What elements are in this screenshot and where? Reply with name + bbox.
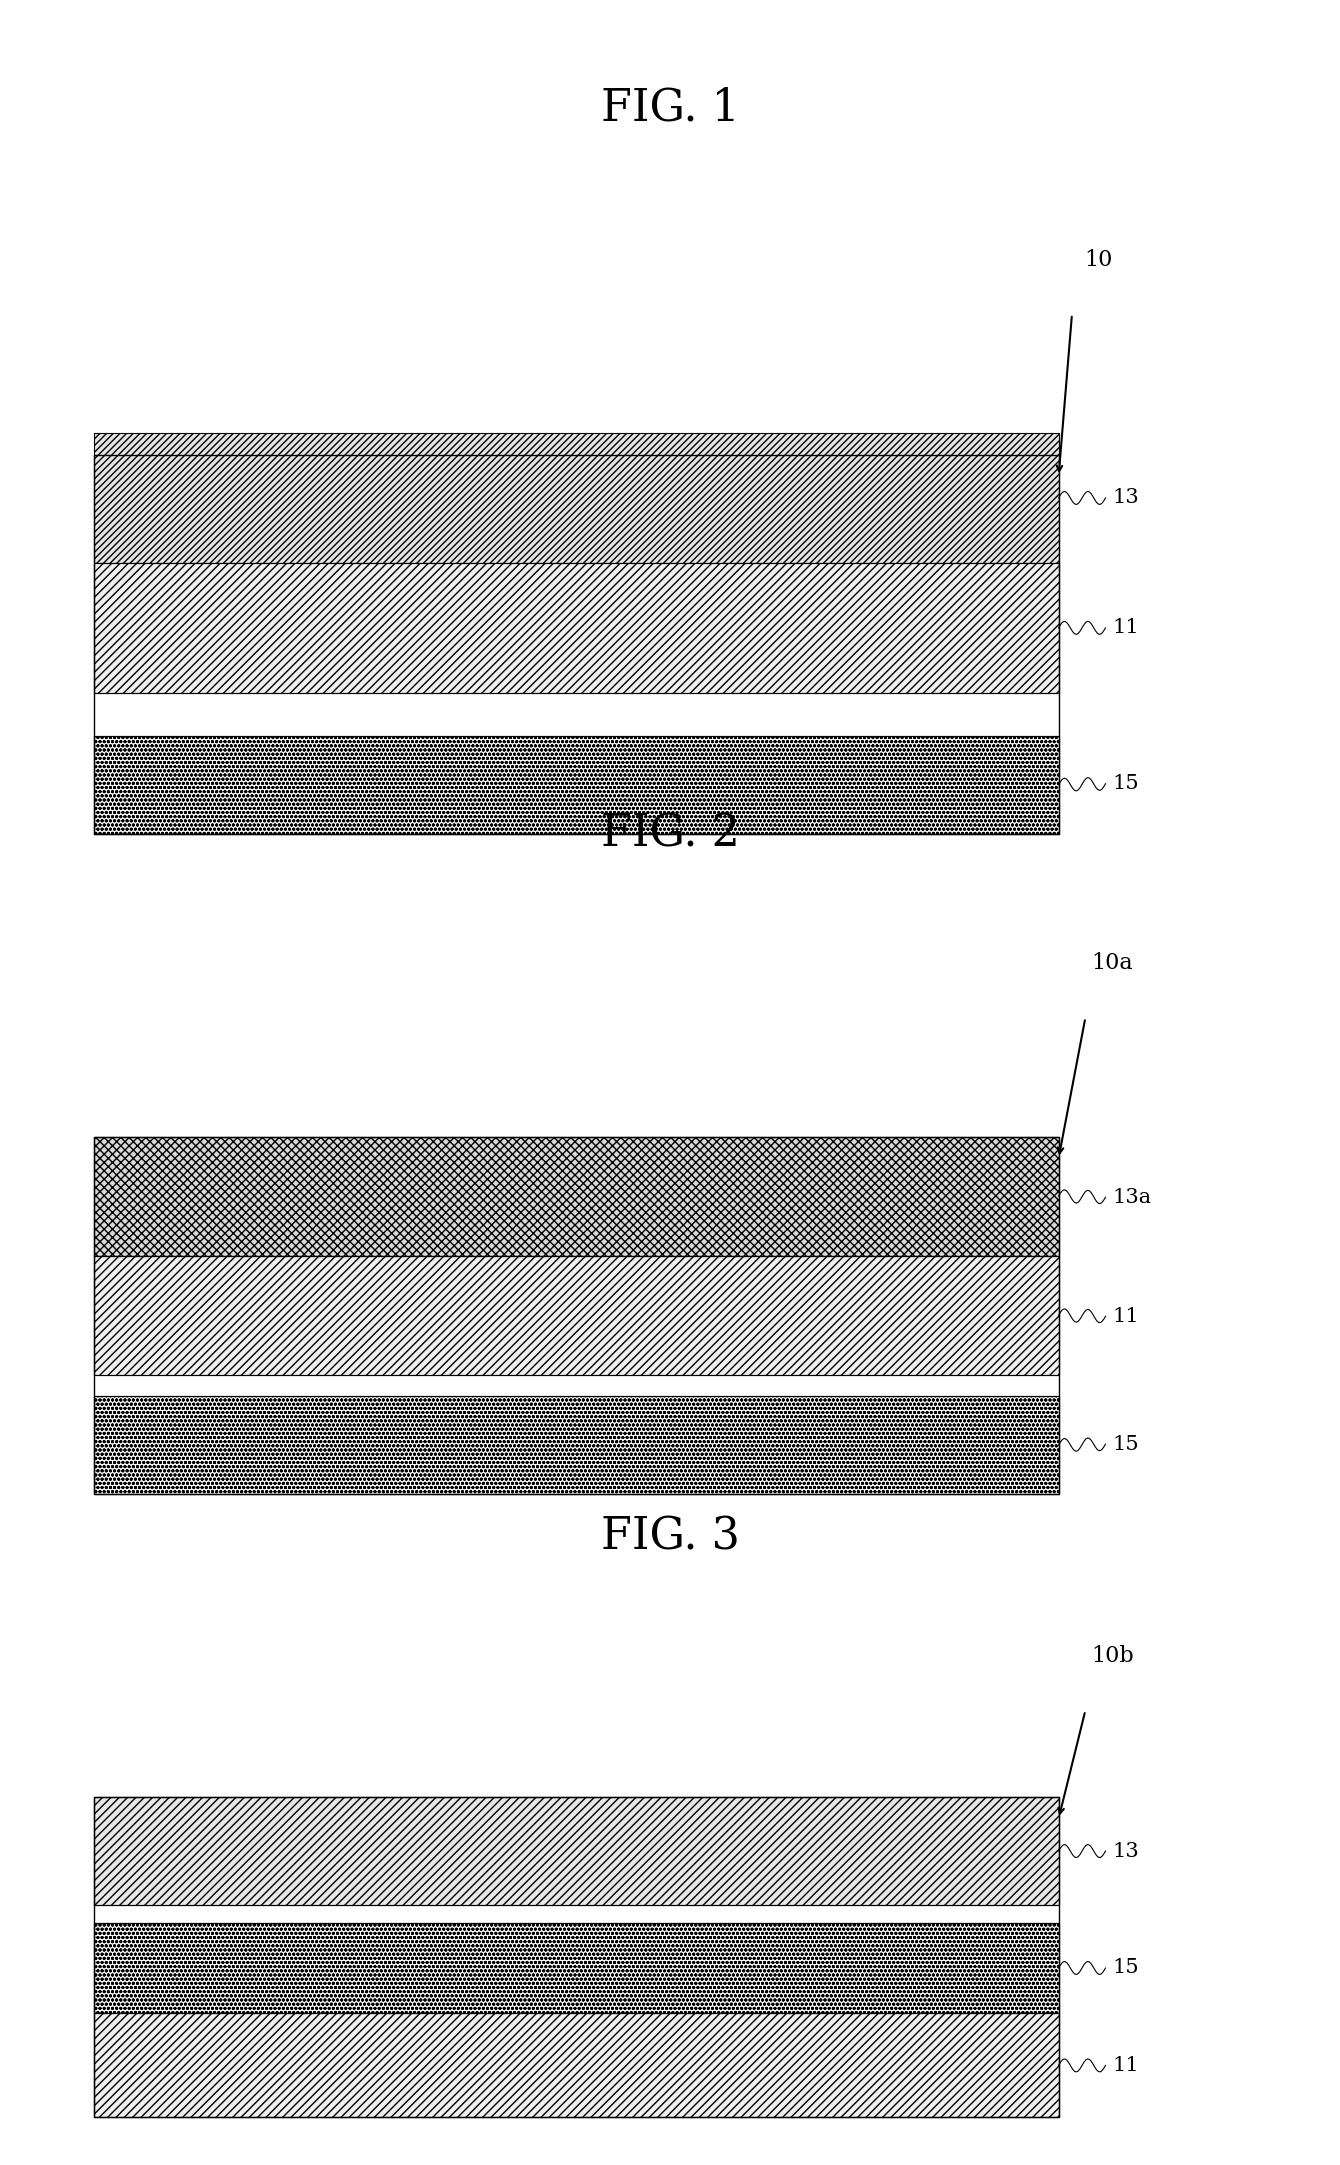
Bar (94, 563, 1059, 693)
Bar (94, 2013, 1059, 2117)
Text: 15: 15 (1112, 775, 1139, 792)
Bar (94, 1396, 1059, 1494)
Text: FIG. 2: FIG. 2 (600, 812, 740, 855)
Text: 10a: 10a (1091, 953, 1134, 974)
Bar (94, 433, 1059, 563)
Text: 13a: 13a (1112, 1189, 1151, 1206)
Bar (94, 736, 1059, 834)
Bar (94, 1256, 1059, 1375)
Bar (94, 1923, 1059, 2013)
Text: 10b: 10b (1091, 1645, 1134, 1667)
Bar (94, 455, 1059, 834)
Text: 13: 13 (1112, 489, 1139, 507)
Text: FIG. 3: FIG. 3 (600, 1516, 740, 1559)
Bar (94, 1797, 1059, 2117)
Bar (94, 563, 1059, 693)
Bar (94, 736, 1059, 834)
Bar (94, 1923, 1059, 2013)
Bar (94, 1137, 1059, 1256)
Bar (94, 1396, 1059, 1494)
Bar (94, 433, 1059, 563)
Bar (94, 1256, 1059, 1375)
Text: 13: 13 (1112, 1842, 1139, 1860)
Bar (94, 1137, 1059, 1494)
Text: 10: 10 (1084, 249, 1114, 271)
Text: 11: 11 (1112, 2057, 1139, 2074)
Bar (94, 2013, 1059, 2117)
Text: 15: 15 (1112, 1959, 1139, 1977)
Bar (94, 1797, 1059, 1905)
Bar (94, 1137, 1059, 1256)
Bar (94, 1797, 1059, 1905)
Text: 15: 15 (1112, 1435, 1139, 1453)
Text: FIG. 1: FIG. 1 (600, 87, 740, 130)
Text: 11: 11 (1112, 619, 1139, 637)
Text: 11: 11 (1112, 1308, 1139, 1325)
